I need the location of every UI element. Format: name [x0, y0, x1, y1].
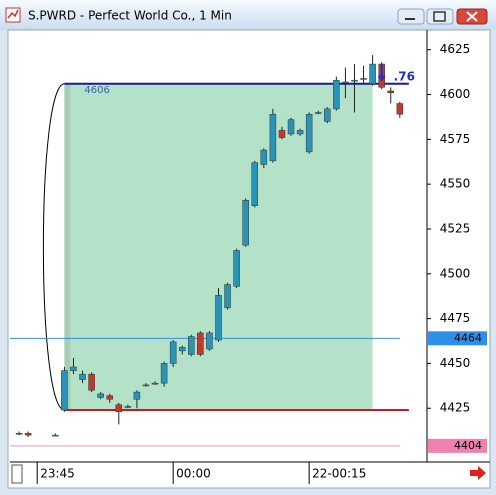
level-label: 4606: [84, 85, 109, 96]
candle-body: [233, 250, 240, 287]
axis-price-box: [428, 438, 487, 453]
candle-body: [142, 384, 150, 387]
candle-body: [97, 393, 104, 398]
candle-body: [224, 284, 231, 309]
annotation-arrow: [377, 63, 386, 82]
annotation-label: .76: [394, 69, 415, 83]
y-tick-label: 4425: [440, 401, 471, 415]
candle-body: [314, 112, 322, 114]
candle-body: [369, 63, 376, 85]
candle-body: [396, 103, 404, 115]
y-tick-label: 4450: [440, 356, 471, 370]
candle-body: [61, 370, 68, 411]
y-tick-label: 4500: [440, 266, 471, 280]
scroll-arrow[interactable]: [470, 466, 486, 480]
candle-body: [278, 130, 286, 138]
candle-body: [178, 347, 186, 352]
candle-body: [133, 391, 141, 400]
candle-body: [24, 433, 32, 436]
candle-body: [160, 363, 168, 384]
candle-body: [206, 332, 213, 350]
candle-body: [124, 406, 132, 408]
maximize-icon: [433, 11, 446, 22]
axis-price-label: 4464: [454, 331, 482, 344]
minimize-icon: [405, 18, 415, 20]
x-tick-label: 22-00:15: [312, 467, 366, 481]
candle-body: [296, 130, 304, 135]
y-tick-label: 4600: [440, 87, 471, 101]
zone: [64, 83, 373, 411]
zone-arc: [42, 83, 65, 411]
y-tick-label: 4525: [440, 221, 471, 235]
axis-price-label: 4404: [454, 439, 482, 452]
candle-body: [106, 395, 113, 400]
window-title: S.PWRD - Perfect World Co., 1 Min: [28, 9, 232, 23]
y-tick-label: 4625: [440, 42, 471, 56]
candle-body: [324, 108, 331, 122]
candle-body: [342, 81, 349, 84]
x-tick-label: 23:45: [40, 467, 75, 481]
candle-body: [269, 113, 277, 162]
minimize-button[interactable]: [397, 8, 425, 25]
candle-body: [70, 366, 77, 371]
candle-body: [169, 341, 177, 364]
candle-body: [333, 79, 340, 110]
y-tick-label: 4550: [440, 177, 471, 191]
app-icon-line: [7, 9, 19, 19]
y-tick-label: 4575: [440, 132, 471, 146]
candle-body: [197, 332, 204, 355]
x-tick-label: 00:00: [176, 467, 211, 481]
close-icon: [466, 11, 478, 22]
candle-body: [287, 119, 295, 135]
candle-body: [360, 78, 367, 80]
candle-body: [151, 382, 159, 385]
candle-body: [115, 404, 123, 413]
candle-body: [15, 433, 23, 435]
axis-price-box: [428, 331, 487, 346]
candle-body: [215, 295, 222, 341]
candle-body: [88, 373, 95, 391]
candle-body: [188, 336, 195, 355]
candle-body: [260, 149, 268, 165]
zone-shadow: [64, 83, 71, 411]
candle-body: [52, 434, 59, 437]
candle-body: [387, 90, 394, 93]
candle-body: [305, 113, 313, 153]
candle-body: [79, 373, 86, 380]
candle-body: [351, 79, 358, 82]
candle-body: [251, 162, 259, 206]
candle-body: [242, 200, 249, 246]
scroll-box[interactable]: [11, 464, 23, 484]
y-tick-label: 4475: [440, 311, 471, 325]
